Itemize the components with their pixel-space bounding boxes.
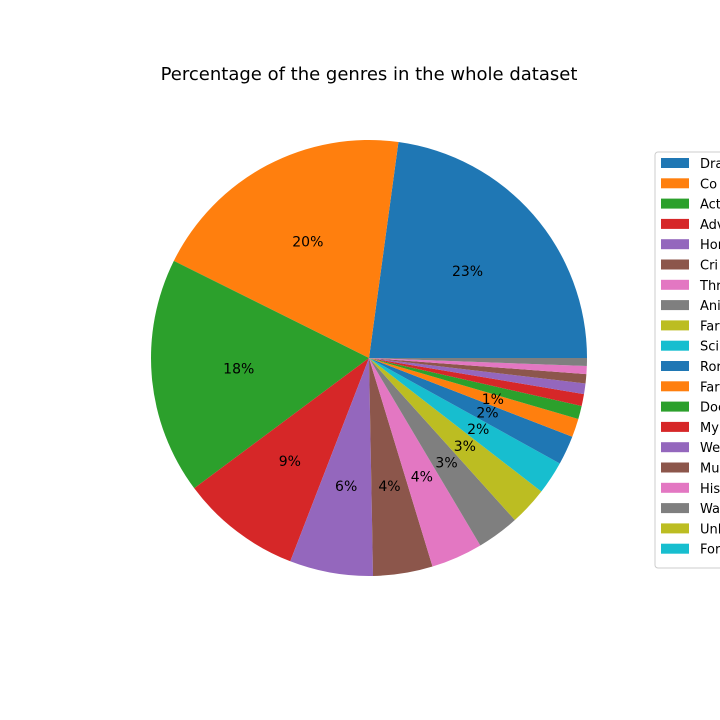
pie-slice-label-3: 9% <box>279 454 301 470</box>
legend-swatch-13 <box>661 421 689 432</box>
pie-slice-13 <box>369 358 584 406</box>
pie-slice-10 <box>369 358 573 464</box>
legend-label-14: We <box>700 441 720 456</box>
legend-swatch-6 <box>661 279 689 290</box>
legend-swatch-18 <box>661 523 689 534</box>
legend-swatch-8 <box>661 320 689 331</box>
pie-slice-3 <box>194 358 369 562</box>
legend: Dra Co Act Adv Hor Cri Thr Ani Far Sci Ror Far Doc My… <box>654 151 720 569</box>
legend-swatch-14 <box>661 442 689 453</box>
legend-label-0: Dra <box>700 157 720 172</box>
legend-label-3: Adv <box>700 218 720 233</box>
legend-label-13: My <box>700 421 719 436</box>
legend-label-6: Thr <box>699 279 720 294</box>
pie-slice-label-0: 23% <box>452 264 483 280</box>
legend-label-10: Ror <box>700 360 720 375</box>
legend-swatch-5 <box>661 259 689 270</box>
pie-slice-4 <box>290 358 374 576</box>
legend-swatch-15 <box>661 462 689 473</box>
pie-slice-label-7: 3% <box>435 455 457 471</box>
pie-slice-9 <box>369 358 560 492</box>
legend-label-17: Wa <box>700 502 720 517</box>
pie-percentage-labels: 23%20%18%9%6% 4%4%3%3%2%2%1% <box>223 234 504 495</box>
pie-slice-0 <box>369 142 587 358</box>
pie-slice-12 <box>369 358 582 419</box>
legend-label-12: Doc <box>700 401 720 416</box>
pie-slices <box>150 140 587 576</box>
pie-slice-label-8: 3% <box>454 439 476 455</box>
legend-label-15: Mu <box>700 462 719 477</box>
pie-slice-label-9: 2% <box>467 422 489 438</box>
pie-slice-7 <box>369 358 515 546</box>
pie-slice-label-11: 1% <box>482 392 504 408</box>
pie-slice-1 <box>173 140 399 358</box>
pie-slice-label-4: 6% <box>335 479 357 495</box>
legend-swatch-12 <box>661 401 689 412</box>
pie-slice-label-1: 20% <box>292 234 323 250</box>
legend-swatch-10 <box>661 361 689 371</box>
pie-slice-11 <box>369 358 579 437</box>
legend-label-8: Far <box>700 319 720 334</box>
pie-slice-14 <box>369 358 586 395</box>
legend-swatch-11 <box>661 381 689 392</box>
legend-swatch-9 <box>661 340 689 351</box>
legend-swatch-17 <box>661 503 689 514</box>
chart-title: Percentage of the genres in the whole da… <box>161 64 578 85</box>
legend-swatch-16 <box>661 482 689 493</box>
legend-label-1: Co <box>700 177 717 192</box>
pie-slice-label-10: 2% <box>476 405 498 421</box>
pie-slice-8 <box>369 358 542 521</box>
pie-slice-label-2: 18% <box>223 362 254 378</box>
pie-slice-5 <box>369 358 433 576</box>
pie-slice-15 <box>369 358 587 384</box>
legend-label-19: For <box>700 543 720 558</box>
legend-swatch-0 <box>661 158 689 168</box>
legend-label-16: His <box>700 482 720 497</box>
legend-label-5: Cri <box>700 259 718 274</box>
legend-swatch-3 <box>661 218 689 229</box>
legend-label-11: Far <box>700 380 720 395</box>
legend-swatch-2 <box>661 198 689 209</box>
pie-slice-16 <box>369 358 587 375</box>
legend-swatch-7 <box>661 300 689 311</box>
pie-slice-17 <box>369 358 587 367</box>
legend-label-7: Ani <box>700 299 720 314</box>
legend-swatch-19 <box>661 543 689 554</box>
legend-label-4: Hor <box>700 238 720 253</box>
legend-label-18: Unl <box>700 522 720 537</box>
pie-slice-label-5: 4% <box>378 479 400 495</box>
legend-swatch-1 <box>661 178 689 189</box>
legend-label-9: Sci <box>700 340 719 355</box>
pie-slice-6 <box>369 358 481 567</box>
legend-label-2: Act <box>700 198 720 213</box>
legend-swatch-4 <box>661 239 689 250</box>
pie-slice-2 <box>150 260 369 489</box>
pie-slice-label-6: 4% <box>411 470 433 486</box>
